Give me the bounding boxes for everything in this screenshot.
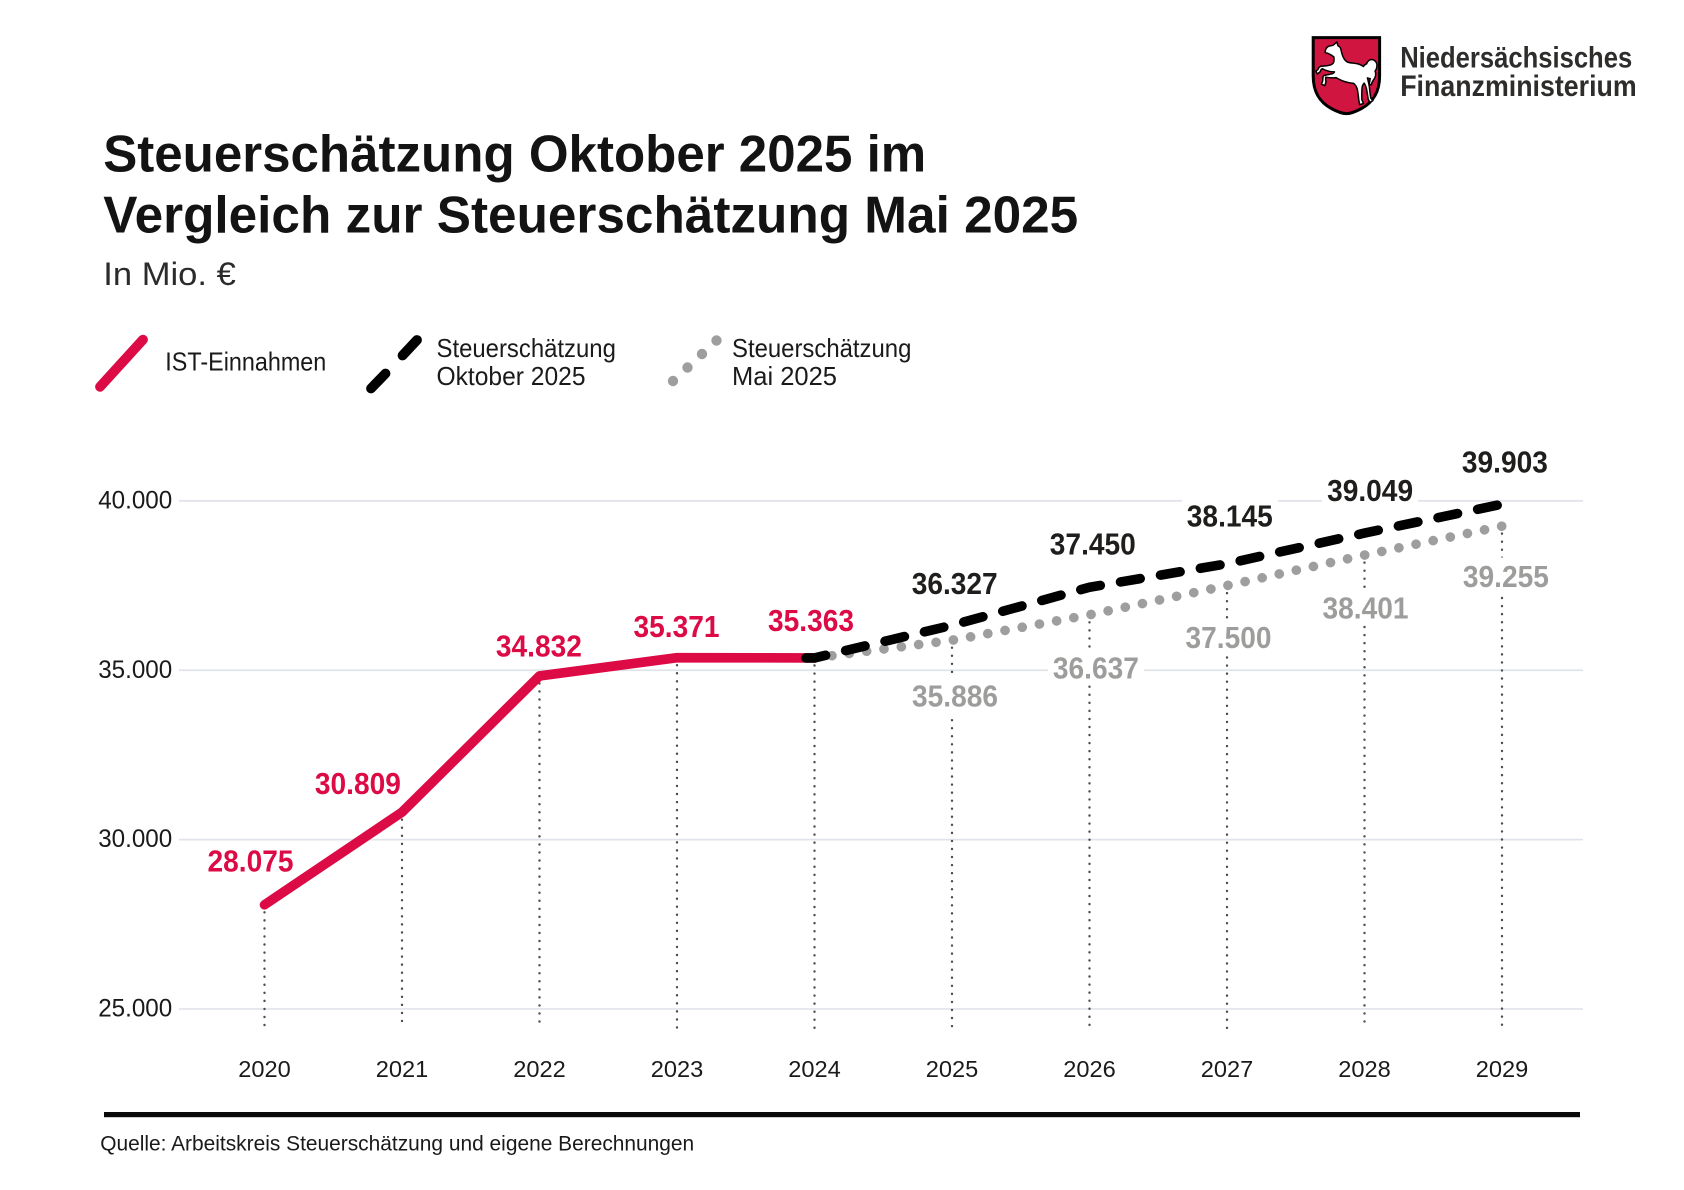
- svg-text:2029: 2029: [1476, 1056, 1529, 1082]
- svg-text:38.145: 38.145: [1187, 499, 1273, 534]
- svg-text:Mai 2025: Mai 2025: [732, 361, 837, 391]
- svg-text:Vergleich zur Steuerschätzung: Vergleich zur Steuerschätzung Mai 2025: [103, 187, 1078, 245]
- svg-text:35.363: 35.363: [768, 603, 854, 638]
- svg-text:37.500: 37.500: [1186, 620, 1272, 655]
- svg-text:Niedersächsisches: Niedersächsisches: [1400, 42, 1632, 75]
- svg-text:Finanzministerium: Finanzministerium: [1400, 70, 1637, 103]
- svg-text:37.450: 37.450: [1050, 527, 1136, 562]
- svg-text:39.049: 39.049: [1327, 473, 1413, 508]
- svg-text:Steuerschätzung Oktober 2025 i: Steuerschätzung Oktober 2025 im: [103, 126, 926, 184]
- svg-text:25.000: 25.000: [98, 995, 172, 1023]
- svg-text:2023: 2023: [651, 1056, 704, 1082]
- svg-text:2025: 2025: [926, 1056, 979, 1082]
- svg-text:36.327: 36.327: [912, 566, 998, 601]
- svg-text:2027: 2027: [1201, 1056, 1254, 1082]
- svg-text:Quelle: Arbeitskreis Steuersch: Quelle: Arbeitskreis Steuerschätzung und…: [100, 1131, 694, 1155]
- svg-text:38.401: 38.401: [1323, 591, 1409, 626]
- svg-text:2026: 2026: [1063, 1056, 1116, 1082]
- svg-text:30.809: 30.809: [315, 766, 401, 801]
- svg-text:36.637: 36.637: [1053, 651, 1139, 686]
- svg-text:28.075: 28.075: [208, 844, 294, 879]
- svg-text:IST-Einnahmen: IST-Einnahmen: [165, 347, 326, 377]
- svg-text:2024: 2024: [788, 1056, 841, 1082]
- svg-text:2028: 2028: [1338, 1056, 1391, 1082]
- svg-text:Oktober 2025: Oktober 2025: [437, 361, 586, 391]
- svg-text:34.832: 34.832: [496, 629, 582, 664]
- svg-text:2020: 2020: [238, 1056, 291, 1082]
- svg-text:2022: 2022: [513, 1056, 566, 1082]
- svg-text:In Mio. €: In Mio. €: [103, 256, 236, 292]
- svg-text:40.000: 40.000: [98, 487, 172, 515]
- svg-text:35.000: 35.000: [98, 656, 172, 684]
- svg-text:30.000: 30.000: [98, 825, 172, 853]
- svg-text:35.371: 35.371: [634, 609, 720, 644]
- svg-text:Steuerschätzung: Steuerschätzung: [437, 333, 616, 363]
- svg-text:39.903: 39.903: [1462, 444, 1548, 479]
- svg-text:39.255: 39.255: [1463, 559, 1549, 594]
- svg-text:2021: 2021: [376, 1056, 429, 1082]
- svg-text:Steuerschätzung: Steuerschätzung: [732, 333, 911, 363]
- svg-text:35.886: 35.886: [912, 679, 998, 714]
